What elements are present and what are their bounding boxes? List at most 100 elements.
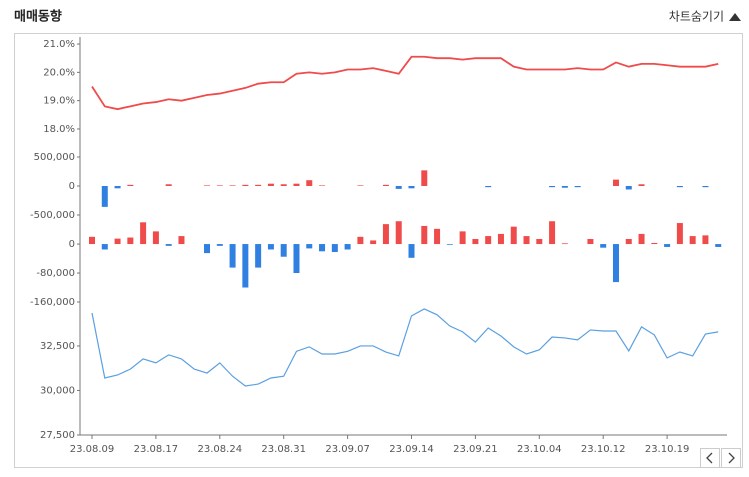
x-tick-label: 23.10.04 [517,444,562,455]
bar [127,237,134,245]
bar [664,244,671,247]
bar [638,233,645,245]
bar [293,183,300,186]
bar [651,242,658,245]
x-tick-label: 23.09.21 [453,444,498,455]
bar [140,222,147,245]
bar [549,221,556,245]
bar [216,244,223,246]
bar [242,184,249,186]
bar [344,244,351,250]
bar [242,244,249,288]
toggle-arrow[interactable] [729,13,741,21]
bar [127,184,134,186]
bar [280,184,287,186]
bar [152,231,159,245]
section-title: 매매동향 [14,9,62,25]
x-tick-label: 23.08.17 [134,444,179,455]
bar [255,244,262,268]
x-tick-label: 23.08.24 [198,444,243,455]
bar [485,186,492,188]
hide-chart-toggle[interactable]: 차트숨기기 [669,10,724,24]
bar [549,186,556,188]
prev-button[interactable] [700,448,720,468]
next-icon[interactable] [728,452,735,464]
prev-icon[interactable] [706,452,713,464]
bar [229,185,236,186]
bar [536,238,543,245]
y-tick-label: -160,000 [30,297,75,308]
bar [561,243,568,245]
nav-buttons [700,448,741,468]
bar [306,180,313,186]
x-tick-label: 23.09.07 [325,444,370,455]
bar [523,236,530,245]
bar [561,186,568,188]
y-tick-label: 19.0% [43,96,75,107]
bar [114,186,121,189]
bar [357,185,364,186]
x-tick-label: 23.09.14 [389,444,434,455]
bar [101,186,108,207]
bar [485,236,492,245]
bar [421,225,428,245]
bar [434,228,441,245]
bar [625,238,632,245]
bar [165,184,172,186]
bar [319,244,326,252]
bar [101,244,108,250]
bar [357,236,364,245]
bar [600,244,607,248]
bar [676,186,683,188]
line-series [91,55,719,111]
bar [267,183,274,186]
bar [612,244,619,283]
bar [446,244,453,245]
y-tick-label: 0 [69,239,75,250]
bar [497,233,504,245]
bar [89,236,95,245]
bar [280,244,287,257]
bar [216,185,223,186]
y-tick-label: -500,000 [30,210,75,221]
bar [382,224,389,245]
bar [319,185,326,186]
bar [395,186,402,189]
y-tick-label: 20.0% [43,67,75,78]
bar [408,186,415,189]
bar [165,244,172,246]
bar [229,244,236,268]
line-series [91,308,719,387]
bar [370,240,377,245]
bar [472,238,479,245]
y-tick-label: 30,000 [40,385,75,396]
bar [408,244,415,258]
bar [204,244,211,254]
y-tick-label: 21.0% [43,39,75,50]
y-tick-label: 0 [69,181,75,192]
bar [267,244,274,250]
bar [612,179,619,186]
bar [638,184,645,186]
bar [676,223,683,245]
bar [178,236,185,245]
bar [625,186,632,190]
next-button[interactable] [721,448,741,468]
x-tick-label: 23.08.09 [70,444,115,455]
y-tick-label: -80,000 [36,268,75,279]
bar [510,226,517,245]
x-tick-label: 23.10.19 [645,444,690,455]
bar [114,238,121,245]
chart-frame [14,33,743,468]
bar [689,236,696,245]
y-tick-label: 500,000 [34,152,75,163]
bar [255,184,262,186]
y-tick-label: 32,500 [40,341,75,352]
y-tick-label: 27,500 [40,430,75,441]
bar [702,235,709,245]
bar [331,244,338,253]
bar [574,186,581,188]
bar [204,185,211,186]
bar [306,244,313,249]
